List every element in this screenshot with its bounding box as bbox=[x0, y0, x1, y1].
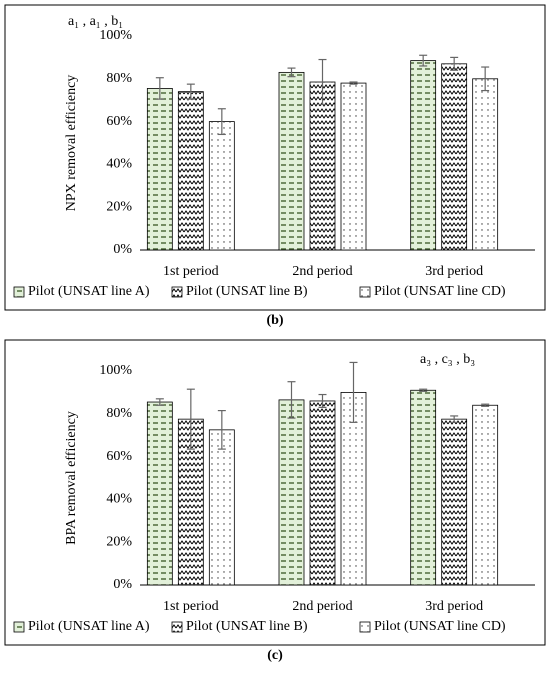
bar-pattern bbox=[410, 389, 437, 586]
error-bar bbox=[481, 66, 490, 92]
legend-swatch bbox=[13, 286, 25, 298]
legend-label: Pilot (UNSAT line B) bbox=[186, 619, 308, 634]
bar bbox=[472, 404, 499, 586]
error-bar bbox=[217, 108, 226, 136]
error-bar bbox=[287, 381, 296, 419]
y-tick-label: 100% bbox=[99, 363, 132, 378]
bar bbox=[146, 88, 173, 251]
error-bar bbox=[287, 67, 296, 78]
legend-swatch-pattern bbox=[359, 621, 371, 633]
error-bar bbox=[155, 77, 164, 100]
bar-pattern bbox=[340, 391, 367, 586]
legend-swatch-pattern bbox=[13, 286, 25, 298]
bar-pattern bbox=[309, 400, 336, 586]
bar bbox=[278, 399, 305, 586]
annotation: a₁ , a₁ , b₁ bbox=[68, 14, 123, 29]
x-tick-label: 1st period bbox=[163, 599, 219, 614]
legend-label: Pilot (UNSAT line B) bbox=[186, 284, 308, 299]
error-bar bbox=[450, 56, 459, 71]
error-bar bbox=[481, 403, 490, 407]
bar bbox=[278, 71, 305, 251]
legend-label: Pilot (UNSAT line A) bbox=[28, 619, 150, 634]
bar-pattern bbox=[472, 78, 499, 251]
y-tick-label: 80% bbox=[106, 406, 132, 421]
legend-swatch bbox=[359, 286, 371, 298]
panel-caption: (b) bbox=[266, 313, 283, 328]
legend-label: Pilot (UNSAT line A) bbox=[28, 284, 150, 299]
bar bbox=[177, 91, 204, 251]
bar bbox=[340, 391, 367, 586]
error-bar bbox=[318, 58, 327, 106]
bar-pattern bbox=[146, 401, 173, 586]
bar-pattern bbox=[309, 81, 336, 251]
bar bbox=[441, 418, 468, 586]
bar-pattern bbox=[410, 60, 437, 251]
bar bbox=[208, 121, 235, 251]
legend-swatch bbox=[171, 621, 183, 633]
bar-pattern bbox=[472, 404, 499, 586]
bar-pattern bbox=[441, 418, 468, 586]
bar bbox=[309, 81, 336, 251]
bar-pattern bbox=[208, 121, 235, 251]
legend-swatch-pattern bbox=[171, 621, 183, 633]
legend-label: Pilot (UNSAT line CD) bbox=[374, 619, 506, 634]
bar-pattern bbox=[441, 63, 468, 251]
y-tick-label: 0% bbox=[113, 242, 132, 257]
error-bar bbox=[419, 388, 428, 392]
legend-swatch-pattern bbox=[359, 286, 371, 298]
error-bar bbox=[186, 83, 195, 100]
legend-swatch bbox=[359, 621, 371, 633]
legend-swatch-pattern bbox=[171, 286, 183, 298]
error-bar bbox=[186, 388, 195, 450]
error-bar bbox=[318, 393, 327, 408]
y-tick-label: 20% bbox=[106, 534, 132, 549]
error-bar bbox=[349, 361, 358, 423]
y-tick-label: 0% bbox=[113, 577, 132, 592]
bar-pattern bbox=[278, 71, 305, 251]
bar bbox=[441, 63, 468, 251]
bar bbox=[410, 389, 437, 586]
bar-pattern bbox=[208, 429, 235, 586]
y-axis-label: NPX removal efficiency bbox=[64, 75, 79, 212]
legend-label: Pilot (UNSAT line CD) bbox=[374, 284, 506, 299]
y-tick-label: 60% bbox=[106, 449, 132, 464]
legend-swatch-pattern bbox=[13, 621, 25, 633]
y-tick-label: 20% bbox=[106, 199, 132, 214]
y-tick-label: 80% bbox=[106, 71, 132, 86]
legend-swatch bbox=[13, 621, 25, 633]
y-tick-label: 60% bbox=[106, 114, 132, 129]
bar bbox=[309, 400, 336, 586]
error-bar bbox=[217, 409, 226, 450]
panel-caption: (c) bbox=[267, 648, 283, 663]
error-bar bbox=[349, 81, 358, 85]
bar bbox=[340, 82, 367, 251]
y-tick-label: 100% bbox=[99, 28, 132, 43]
bar bbox=[146, 401, 173, 586]
bar-pattern bbox=[146, 88, 173, 251]
x-tick-label: 1st period bbox=[163, 264, 219, 279]
error-bar bbox=[155, 398, 164, 406]
y-tick-label: 40% bbox=[106, 157, 132, 172]
error-bar bbox=[450, 415, 459, 423]
y-tick-label: 40% bbox=[106, 492, 132, 507]
legend-swatch bbox=[171, 286, 183, 298]
x-tick-label: 2nd period bbox=[292, 599, 352, 614]
bar-pattern bbox=[340, 82, 367, 251]
bar bbox=[472, 78, 499, 251]
bar-pattern bbox=[278, 399, 305, 586]
panel-frame bbox=[4, 4, 546, 311]
bar bbox=[410, 60, 437, 251]
annotation: a₃ , c₃ , b₃ bbox=[420, 352, 475, 367]
x-tick-label: 3rd period bbox=[425, 264, 483, 279]
bar-pattern bbox=[177, 91, 204, 251]
x-tick-label: 3rd period bbox=[425, 599, 483, 614]
y-axis-label: BPA removal efficiency bbox=[64, 411, 79, 545]
x-tick-label: 2nd period bbox=[292, 264, 352, 279]
panel-frame bbox=[4, 339, 546, 646]
error-bar bbox=[419, 54, 428, 67]
bar bbox=[208, 429, 235, 586]
